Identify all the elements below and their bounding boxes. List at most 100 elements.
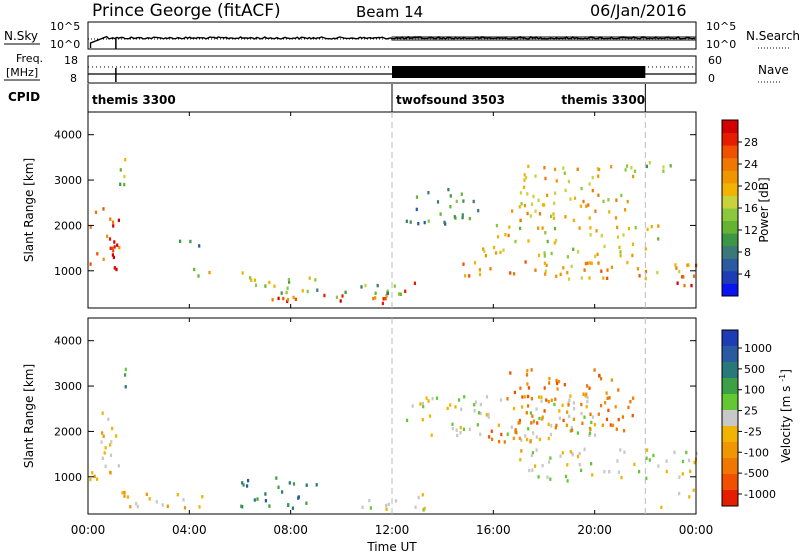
scatter-cell xyxy=(530,453,533,458)
time-axis: 00:00 04:00 08:00 12:00 16:00 20:00 00:00 xyxy=(71,112,713,537)
scatter-cell xyxy=(621,415,624,419)
scatter-cell xyxy=(451,422,454,426)
scatter-cell xyxy=(669,164,672,168)
scatter-cell xyxy=(372,296,375,301)
scatter-cell xyxy=(514,428,517,432)
scatter-cell xyxy=(550,214,553,219)
scatter-cell xyxy=(495,223,498,228)
scatter-cell xyxy=(527,239,530,243)
scatter-cell xyxy=(93,474,96,479)
scatter-cell xyxy=(101,431,104,435)
velocity-colorbar-tick: -500 xyxy=(744,467,769,480)
scatter-cell xyxy=(665,469,668,474)
scatter-cell xyxy=(530,397,533,401)
scatter-cell xyxy=(555,378,558,383)
power-colorbar-tick: 20 xyxy=(744,180,758,193)
scatter-cell xyxy=(413,281,416,285)
power-colorbar-tick: 28 xyxy=(744,136,758,149)
scatter-cell xyxy=(473,261,477,265)
scatter-cell xyxy=(208,270,211,275)
scatter-cell xyxy=(518,205,521,209)
scatter-cell xyxy=(253,498,256,502)
scatter-cell xyxy=(96,477,99,481)
scatter-cell xyxy=(591,415,594,419)
scatter-cell xyxy=(589,261,592,265)
scatter-cell xyxy=(645,164,648,169)
scatter-cell xyxy=(531,468,534,472)
scatter-cell xyxy=(662,169,665,173)
scatter-cell xyxy=(468,274,471,278)
scatter-cell xyxy=(583,447,586,451)
scatter-cell xyxy=(117,218,120,222)
scatter-cell xyxy=(528,468,531,473)
scatter-cell xyxy=(315,483,318,487)
velocity-colorbar-swatch xyxy=(722,442,738,459)
scatter-cell xyxy=(576,431,579,435)
scatter-cell xyxy=(524,260,527,264)
scatter-cell xyxy=(526,211,529,216)
scatter-cell xyxy=(559,272,562,276)
scatter-cell xyxy=(449,403,452,407)
scatter-cell xyxy=(246,484,249,488)
scatter-cell xyxy=(588,433,591,437)
scatter-cell xyxy=(527,164,530,169)
scatter-cell xyxy=(530,421,533,425)
time-tick-label: 08:00 xyxy=(273,523,308,537)
scatter-cell xyxy=(525,373,529,377)
scatter-cell xyxy=(113,240,116,244)
scatter-cell xyxy=(600,269,603,273)
scatter-cell xyxy=(421,493,424,497)
velocity-colorbar-swatch xyxy=(722,458,738,475)
velocity-colorbar-swatch xyxy=(722,378,738,395)
scatter-cell xyxy=(545,398,548,402)
range-tick-label: 3000 xyxy=(54,174,82,187)
scatter-cell xyxy=(394,499,398,503)
scatter-cell xyxy=(540,399,543,403)
scatter-cell xyxy=(585,405,588,409)
scatter-cell xyxy=(648,458,651,462)
scatter-cell xyxy=(111,246,114,250)
scatter-cell xyxy=(615,198,618,202)
scatter-cell xyxy=(576,167,579,171)
scatter-cell xyxy=(630,166,633,170)
freq-tick-top: 18 xyxy=(64,54,78,67)
scatter-cell xyxy=(531,451,534,455)
scatter-cell xyxy=(556,381,559,386)
scatter-cell xyxy=(681,275,684,279)
scatter-cell xyxy=(404,289,407,293)
scatter-cell xyxy=(514,239,517,244)
scatter-cell xyxy=(456,433,459,438)
scatter-cell xyxy=(419,402,422,406)
scatter-cell xyxy=(166,504,169,508)
scatter-cell xyxy=(532,194,535,199)
scatter-cell xyxy=(124,158,127,162)
time-tick-label: 04:00 xyxy=(172,523,207,537)
scatter-cell xyxy=(554,238,558,243)
scatter-cell xyxy=(435,396,439,400)
scatter-cell xyxy=(525,176,528,180)
scatter-cell xyxy=(538,416,541,421)
scatter-cell xyxy=(619,448,622,452)
scatter-cell xyxy=(563,171,566,175)
scatter-cell xyxy=(529,439,532,443)
scatter-cell xyxy=(544,269,547,273)
scatter-cell xyxy=(555,274,558,278)
scatter-cell xyxy=(636,267,639,271)
scatter-cell xyxy=(339,299,342,303)
scatter-cell xyxy=(676,281,679,285)
scatter-cell xyxy=(182,498,185,502)
scatter-cell xyxy=(644,276,647,281)
scatter-cell xyxy=(524,395,527,399)
scatter-cell xyxy=(399,292,402,296)
scatter-cell xyxy=(381,301,384,306)
scatter-cell xyxy=(607,408,610,413)
scatter-cell xyxy=(462,427,465,431)
scatter-cell xyxy=(106,234,109,238)
scatter-cell xyxy=(562,418,565,423)
time-tick-label: 16:00 xyxy=(476,523,511,537)
scatter-cell xyxy=(117,464,120,468)
scatter-cell xyxy=(529,411,532,415)
scatter-cell xyxy=(597,412,600,416)
scatter-cell xyxy=(520,202,523,206)
scatter-cell xyxy=(681,459,685,464)
